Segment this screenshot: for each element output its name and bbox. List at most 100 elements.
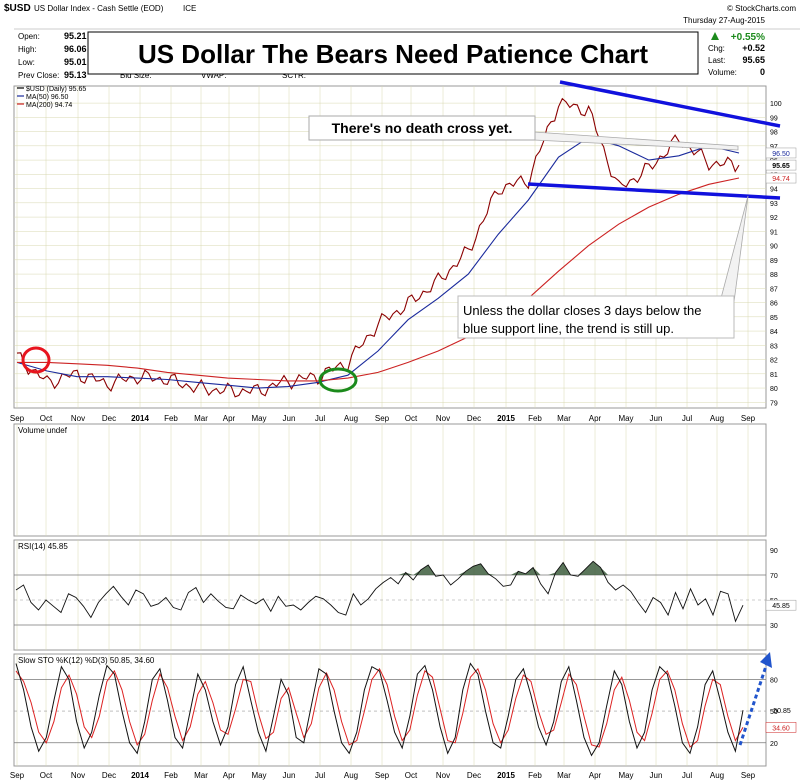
support-callout — [457, 295, 735, 339]
y-tick-label: 90 — [770, 548, 778, 555]
stat-label: Last: — [708, 56, 725, 65]
y-tick-label: 93 — [770, 201, 778, 208]
x-tick-label: Oct — [405, 414, 418, 423]
stat-label: High: — [18, 45, 37, 54]
x-tick-label: Sep — [741, 414, 756, 423]
annotations: There's no death cross yet. Unless the d… — [21, 80, 781, 393]
x-tick-label: Feb — [164, 414, 178, 423]
x-tick-label: Apr — [589, 771, 602, 780]
x-tick-label: Aug — [710, 414, 724, 423]
x-tick-label: Feb — [528, 414, 542, 423]
x-tick-label: Oct — [40, 771, 53, 780]
x-tick-label: Sep — [741, 771, 756, 780]
resistance-trendline — [559, 80, 781, 128]
stat-value: 95.01 — [64, 57, 87, 67]
y-tick-label: 30 — [770, 623, 778, 630]
title-box: US Dollar The Bears Need Patience Chart — [87, 31, 699, 75]
x-tick-label: Dec — [102, 771, 116, 780]
x-tick-label: Jul — [315, 771, 325, 780]
y-tick-label: 88 — [770, 272, 778, 279]
y-tick-label: 98 — [770, 130, 778, 137]
sto-d-last: 34.60 — [772, 725, 790, 732]
support-text-line2: blue support line, the trend is still up… — [463, 321, 674, 336]
sto-k-line — [15, 662, 744, 757]
y-tick-label: 80 — [770, 386, 778, 393]
stat-value: +0.52 — [742, 43, 765, 53]
up-triangle-icon — [711, 32, 719, 40]
x-tick-label: Jun — [650, 771, 663, 780]
symbol-label: $USD — [4, 3, 31, 14]
green-circle-marker — [318, 367, 358, 393]
change-percent: +0.55% — [731, 32, 765, 43]
rsi-line — [15, 560, 744, 623]
x-tick-label: May — [251, 771, 266, 780]
x-tick-label: May — [618, 414, 633, 423]
chart-title: US Dollar The Bears Need Patience Chart — [138, 39, 648, 69]
x-tick-label: Dec — [467, 771, 481, 780]
legend-entry: MA(50) 96.50 — [26, 94, 69, 101]
legend-entry: $USD (Daily) 95.65 — [26, 86, 86, 93]
y-tick-label: 97 — [770, 144, 778, 151]
bid-size-label: Bid Size: — [120, 71, 152, 80]
x-axis-bottom: Sep Oct Nov Dec 2014 Feb Mar Apr May Jun Jul Aug Sep… — [10, 771, 756, 780]
x-tick-label: Jul — [682, 771, 692, 780]
death-cross-text: There's no death cross yet. — [332, 120, 513, 136]
y-tick-label: 94 — [770, 187, 778, 194]
y-tick-label: 90 — [770, 244, 778, 251]
legend-entry: MA(200) 94.74 — [26, 102, 72, 109]
y-tick-label: 80 — [770, 677, 778, 684]
x-tick-label: Mar — [194, 771, 208, 780]
stats-right: Chg: +0.52 Last: 95.65 Volume: 0 — [708, 43, 765, 77]
x-tick-label: Aug — [344, 771, 358, 780]
support-text-line1: Unless the dollar closes 3 days below th… — [463, 303, 701, 318]
rsi-overbought-fill — [16, 561, 743, 575]
x-tick-label: Aug — [710, 771, 724, 780]
x-tick-label: Jul — [315, 414, 325, 423]
y-tick-label: 92 — [770, 215, 778, 222]
price-tag — [765, 159, 797, 171]
sctr-label: SCTR: — [282, 71, 306, 80]
stat-value: 95.21 — [64, 31, 87, 41]
y-tick-label: 81 — [770, 372, 778, 379]
date-label: Thursday 27-Aug-2015 — [683, 16, 765, 25]
support-trendline — [527, 182, 781, 200]
stat-label: Prev Close: — [18, 71, 59, 80]
x-tick-label: Nov — [436, 771, 450, 780]
price-tag — [765, 599, 797, 611]
x-tick-label: Oct — [40, 414, 53, 423]
ma50-line — [16, 136, 740, 389]
credit-label: © StockCharts.com — [727, 4, 796, 13]
y-tick-label: 86 — [770, 301, 778, 308]
instrument-name: US Dollar Index - Cash Settle (EOD) — [34, 4, 164, 13]
x-tick-label: Oct — [405, 771, 418, 780]
y-tick-label: 99 — [770, 115, 778, 122]
x-tick-label: 2014 — [131, 414, 149, 423]
x-axis-top: Sep Oct Nov Dec 2014 Feb Mar Apr May Jun Jul Aug Sep… — [10, 414, 756, 423]
y-tick-label: 91 — [770, 229, 778, 236]
x-tick-label: May — [618, 771, 633, 780]
x-tick-label: May — [251, 414, 266, 423]
x-tick-label: Aug — [344, 414, 358, 423]
blue-arrow-line — [738, 659, 770, 746]
stat-label: Chg: — [708, 44, 725, 53]
sto-panel: 20 50 80 50.85 34.60 Slow STO %K(12) %D(3) 5… — [13, 652, 797, 767]
price-tag-text: 95.65 — [772, 163, 790, 170]
stat-label: Open: — [18, 32, 40, 41]
stats-left: Open: 95.21 High: 96.06 Low: 95.01 Prev Close:… — [18, 31, 87, 80]
y-tick-label: 89 — [770, 258, 778, 265]
price-tag — [765, 172, 797, 184]
y-tick-label: 100 — [770, 101, 782, 108]
x-tick-label: Mar — [557, 771, 571, 780]
stat-value: 95.13 — [64, 70, 87, 80]
x-tick-label: Mar — [194, 414, 208, 423]
x-tick-label: 2015 — [497, 771, 515, 780]
y-tick-label: 87 — [770, 286, 778, 293]
y-tick-label: 70 — [770, 573, 778, 580]
y-tick-label: 79 — [770, 400, 778, 407]
rsi-last-value: 45.85 — [772, 603, 790, 610]
rsi-legend: RSI(14) 45.85 — [18, 542, 68, 551]
rsi-panel: 3050709045.85 RSI(14) 45.85 — [13, 539, 797, 651]
exchange-label: ICE — [183, 4, 196, 13]
